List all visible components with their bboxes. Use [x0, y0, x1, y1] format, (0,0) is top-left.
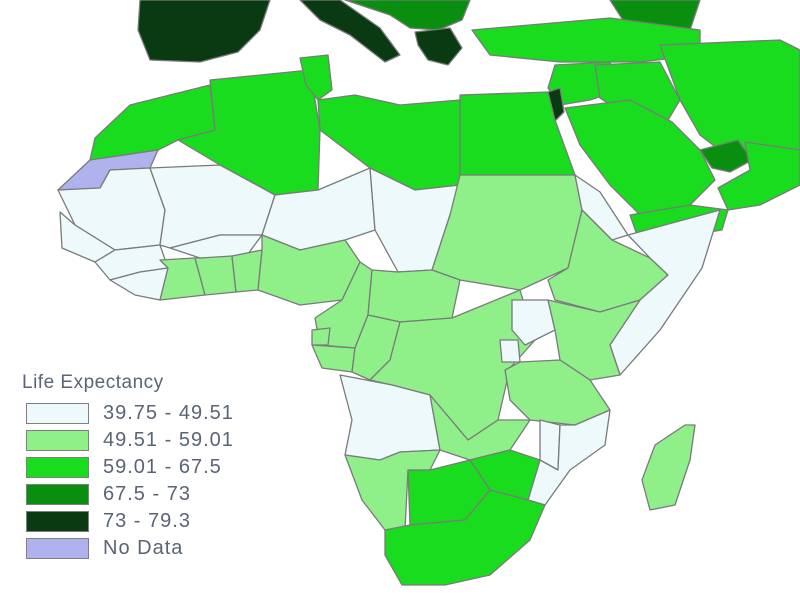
region-mozambique: [527, 409, 611, 506]
legend-item: 73 - 79.3: [22, 508, 292, 535]
region-gabon: [311, 344, 356, 373]
region-kenya: [547, 299, 641, 381]
region-egypt: [459, 91, 576, 176]
legend-label: 39.75 - 49.51: [103, 402, 234, 424]
region-libya: [317, 94, 461, 191]
legend-label: 67.5 - 73: [103, 483, 191, 505]
legend-label: No Data: [103, 537, 184, 559]
region-burkina-faso: [169, 234, 263, 259]
region-eritrea: [574, 174, 629, 241]
legend-label: 49.51 - 59.01: [103, 429, 234, 451]
region-uganda: [511, 299, 556, 346]
region-car: [367, 269, 461, 323]
legend-item: 59.01 - 67.5: [22, 454, 292, 481]
legend-item: 49.51 - 59.01: [22, 427, 292, 454]
region-spain: [137, 0, 271, 63]
legend-item: No Data: [22, 535, 292, 562]
legend-label: 59.01 - 67.5: [103, 456, 222, 478]
legend-swatch: [26, 430, 89, 451]
legend-swatch: [26, 457, 89, 478]
region-oman: [717, 141, 800, 211]
region-uae: [699, 139, 753, 173]
region-south-africa: [384, 489, 546, 586]
region-tunisia: [299, 54, 333, 101]
region-ghana: [194, 255, 237, 296]
region-cote-divoire: [159, 257, 206, 301]
region-zambia: [429, 394, 531, 461]
legend-swatch: [26, 403, 89, 424]
legend-swatch: [26, 484, 89, 505]
legend-swatch: [26, 511, 89, 532]
region-togo-benin: [231, 249, 263, 293]
legend-item: 39.75 - 49.51: [22, 400, 292, 427]
region-greece: [414, 27, 463, 66]
legend-swatch: [26, 538, 89, 559]
legend-item: 67.5 - 73: [22, 481, 292, 508]
region-rwanda-burundi: [499, 339, 521, 363]
legend-title: Life Expectancy: [22, 372, 164, 393]
region-italy: [299, 0, 401, 63]
region-saudi-arabia: [564, 99, 716, 216]
legend: Life Expectancy 39.75 - 49.51 49.51 - 59…: [22, 372, 292, 562]
region-madagascar: [641, 424, 696, 511]
legend-label: 73 - 79.3: [103, 510, 191, 532]
region-equatorial-guinea: [311, 327, 331, 346]
